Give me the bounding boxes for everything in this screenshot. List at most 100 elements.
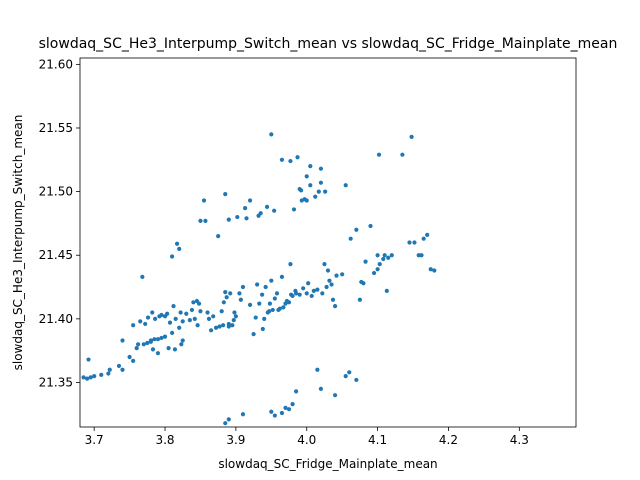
scatter-point <box>377 262 382 267</box>
scatter-point <box>263 284 268 290</box>
scatter-point <box>213 325 219 330</box>
scatter-point <box>198 218 203 223</box>
scatter-point <box>425 232 430 237</box>
scatter-point <box>180 319 185 324</box>
scatter-point <box>283 405 288 411</box>
scatter-point <box>205 310 210 315</box>
scatter-point <box>84 376 90 381</box>
scatter-point <box>327 278 332 283</box>
y-tick-label: 21.60 <box>39 57 73 71</box>
scatter-point <box>281 305 286 310</box>
scatter-point <box>228 291 233 296</box>
scatter-point <box>343 183 348 188</box>
scatter-point <box>223 290 228 295</box>
scatter-point <box>177 246 182 251</box>
scatter-point <box>192 316 197 321</box>
scatter-point <box>322 262 327 267</box>
scatter-point <box>318 386 324 391</box>
scatter-point <box>308 164 313 169</box>
scatter-point <box>235 214 240 220</box>
scatter-point <box>86 357 91 362</box>
scatter-point <box>286 407 292 412</box>
chart-title: slowdaq_SC_He3_Interpump_Switch_mean vs … <box>39 36 618 52</box>
scatter-point <box>243 206 248 211</box>
scatter-point <box>297 292 302 297</box>
scatter-point <box>340 272 345 277</box>
scatter-point <box>306 281 311 286</box>
scatter-point <box>315 367 320 372</box>
scatter-point <box>270 307 275 313</box>
scatter-point <box>290 293 295 299</box>
scatter-point <box>148 338 153 343</box>
scatter-point <box>170 330 175 335</box>
x-tick-label: 3.9 <box>226 433 245 447</box>
scatter-point <box>347 370 352 375</box>
scatter-point <box>323 189 328 194</box>
scatter-point <box>309 293 314 299</box>
scatter-point <box>330 297 336 302</box>
scatter-point <box>140 274 145 279</box>
scatter-points <box>81 132 437 426</box>
scatter-point <box>325 268 331 273</box>
scatter-point <box>308 183 313 188</box>
scatter-point <box>217 324 222 329</box>
scatter-point <box>298 188 304 193</box>
scatter-point <box>240 412 246 417</box>
scatter-point <box>304 198 309 203</box>
scatter-point <box>288 262 293 267</box>
scatter-point <box>219 309 224 314</box>
scatter-point <box>371 270 377 276</box>
scatter-point <box>257 301 262 306</box>
scatter-point <box>174 241 180 246</box>
scatter-point <box>258 211 263 216</box>
scatter-point <box>316 189 321 194</box>
scatter-point <box>318 166 324 171</box>
scatter-point <box>166 346 171 351</box>
scatter-point <box>240 284 246 290</box>
scatter-point <box>269 278 274 283</box>
scatter-point <box>272 296 277 301</box>
scatter-point <box>195 323 200 328</box>
scatter-point <box>203 218 208 223</box>
scatter-point <box>170 254 175 259</box>
scatter-point <box>159 335 164 341</box>
scatter-point <box>131 358 136 363</box>
scatter-point <box>375 267 380 272</box>
scatter-point <box>208 328 214 333</box>
scatter-point <box>267 301 272 306</box>
scatter-point <box>291 207 297 212</box>
scatter-point <box>238 297 243 302</box>
scatter-point <box>277 306 282 311</box>
scatter-point <box>196 301 202 306</box>
y-axis-ticks: 21.35 21.40 21.45 21.50 21.55 21.60 <box>39 57 80 389</box>
scatter-point <box>153 316 158 321</box>
scatter-point <box>318 180 324 185</box>
x-tick-label: 4.2 <box>439 433 458 447</box>
scatter-point <box>269 132 274 137</box>
scatter-point <box>334 273 339 278</box>
scatter-point <box>180 338 185 343</box>
scatter-point <box>165 311 170 316</box>
scatter-point <box>223 192 228 197</box>
scatter-point <box>211 314 216 319</box>
scatter-point <box>255 282 260 287</box>
scatter-point <box>400 152 405 157</box>
scatter-point <box>260 326 265 332</box>
scatter-point <box>311 288 316 293</box>
scatter-point <box>162 334 168 339</box>
scatter-point <box>99 372 104 377</box>
scatter-point <box>230 323 235 328</box>
scatter-point <box>224 295 229 300</box>
x-tick-label: 4.0 <box>297 433 316 447</box>
scatter-point <box>141 342 146 347</box>
y-tick-label: 21.35 <box>39 375 73 389</box>
scatter-point <box>187 318 192 323</box>
scatter-point <box>226 321 231 327</box>
scatter-point <box>92 374 97 379</box>
y-tick-label: 21.50 <box>39 185 73 199</box>
scatter-point <box>155 351 161 356</box>
scatter-point <box>382 253 387 258</box>
scatter-point <box>357 297 362 302</box>
